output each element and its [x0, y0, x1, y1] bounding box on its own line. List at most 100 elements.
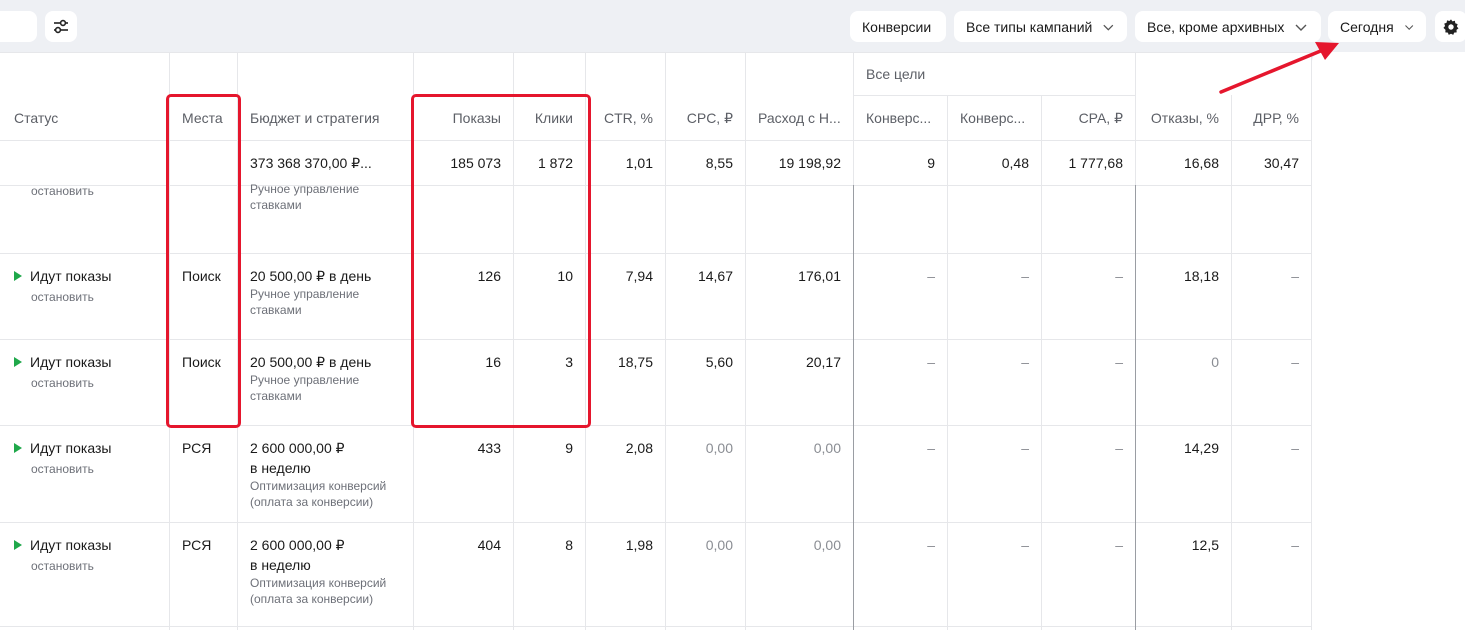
toolbar: Конверсии Все типы кампаний Все, кроме а…: [0, 0, 1465, 52]
column-header-clicks[interactable]: Клики: [534, 110, 573, 126]
conversions-cell: –: [927, 537, 935, 553]
cpc-cell: 0,00: [705, 440, 733, 456]
spend-cell: 0,00: [813, 440, 841, 456]
stop-link[interactable]: остановить: [31, 462, 94, 476]
chevron-down-icon: [1404, 24, 1413, 30]
stop-link[interactable]: остановить: [31, 290, 94, 304]
column-header-status[interactable]: Статус: [14, 110, 59, 126]
campaigns-table: Все цели Статус Места Бюджет и стратегия…: [0, 52, 1312, 630]
stop-link[interactable]: остановить: [31, 376, 94, 390]
totals-ctr: 1,01: [625, 155, 653, 171]
totals-budget: 373 368 370,00 ₽...: [250, 155, 372, 171]
date-label: Сегодня: [1340, 18, 1394, 35]
column-header-ctr[interactable]: CTR, %: [604, 110, 653, 126]
totals-impressions: 185 073: [450, 155, 501, 171]
archive-filter-label: Все, кроме архивных: [1147, 18, 1285, 35]
stop-link[interactable]: остановить: [31, 184, 94, 198]
clicks-cell: 8: [565, 537, 573, 553]
strategy-text: Ручное управление ставками: [250, 372, 359, 404]
spend-cell: 176,01: [798, 268, 841, 284]
play-icon: [14, 357, 22, 368]
ctr-cell: 18,75: [617, 354, 653, 370]
totals-clicks: 1 872: [537, 155, 573, 171]
clicks-cell: 3: [565, 354, 573, 370]
drr-cell: –: [1291, 354, 1299, 370]
ctr-cell: 7,94: [625, 268, 653, 284]
strategy-line: ставками: [250, 389, 302, 403]
totals-cpa: 1 777,68: [1068, 155, 1124, 171]
chevron-down-icon: [1295, 24, 1307, 31]
impressions-clicks-highlight-box: [411, 94, 591, 428]
status-text: Идут показы: [30, 268, 112, 284]
impressions-cell: 16: [485, 354, 501, 370]
totals-drr: 30,47: [1263, 155, 1299, 171]
conversion-rate-cell: –: [1021, 354, 1029, 370]
strategy-text: Ручное управление ставками: [250, 286, 359, 318]
totals-cpc: 8,55: [705, 155, 733, 171]
strategy-line: Ручное управление: [250, 373, 360, 387]
search-input[interactable]: [0, 11, 37, 42]
cpa-cell: –: [1115, 354, 1123, 370]
campaign-types-dropdown[interactable]: Все типы кампаний: [954, 11, 1127, 42]
stop-link[interactable]: остановить: [31, 559, 94, 573]
clicks-cell: 9: [565, 440, 573, 456]
column-header-spend[interactable]: Расход с Н...: [758, 110, 841, 126]
chevron-down-icon: [1103, 24, 1114, 31]
places-cell: РСЯ: [182, 440, 212, 456]
drr-cell: –: [1291, 537, 1299, 553]
budget-cell[interactable]: 20 500,00 ₽ в день: [250, 268, 372, 284]
impressions-cell: 126: [477, 268, 501, 284]
budget-cell[interactable]: 2 600 000,00 ₽: [250, 440, 345, 456]
settings-button[interactable]: [1435, 11, 1465, 42]
strategy-text: Ручное управление ставками: [250, 181, 359, 213]
conversions-button[interactable]: Конверсии: [850, 11, 946, 42]
sliders-icon: [54, 19, 68, 33]
budget-period: в неделю: [250, 460, 311, 476]
ctr-cell: 2,08: [625, 440, 653, 456]
status-text: Идут показы: [30, 354, 112, 370]
status-cell: Идут показы: [14, 537, 111, 553]
column-header-cpc[interactable]: CPC, ₽: [686, 110, 733, 126]
cpc-cell: 0,00: [705, 537, 733, 553]
clicks-cell: 10: [557, 268, 573, 284]
conversions-label: Конверсии: [862, 18, 932, 35]
column-header-bounces[interactable]: Отказы, %: [1150, 110, 1219, 126]
strategy-line: Ручное управление: [250, 182, 360, 196]
cpa-cell: –: [1115, 268, 1123, 284]
status-text: Идут показы: [30, 440, 112, 456]
budget-cell[interactable]: 20 500,00 ₽ в день: [250, 354, 372, 370]
bounces-cell: 12,5: [1191, 537, 1219, 553]
strategy-line: Оптимизация конверсий: [250, 576, 387, 590]
impressions-cell: 433: [477, 440, 501, 456]
column-header-places[interactable]: Места: [182, 110, 223, 126]
totals-conversion-rate: 0,48: [1001, 155, 1029, 171]
column-header-budget[interactable]: Бюджет и стратегия: [250, 110, 380, 126]
filter-settings-button[interactable]: [45, 11, 77, 42]
drr-cell: –: [1291, 268, 1299, 284]
column-header-conversions[interactable]: Конверс...: [866, 110, 932, 126]
column-header-conversion-rate[interactable]: Конверс...: [960, 110, 1026, 126]
column-header-impressions[interactable]: Показы: [452, 110, 501, 126]
places-cell: РСЯ: [182, 537, 212, 553]
archive-filter-dropdown[interactable]: Все, кроме архивных: [1135, 11, 1321, 42]
status-cell: Идут показы: [14, 440, 111, 456]
impressions-cell: 404: [477, 537, 501, 553]
date-range-dropdown[interactable]: Сегодня: [1328, 11, 1426, 42]
status-cell: Идут показы: [14, 268, 111, 284]
places-cell: Поиск: [182, 354, 221, 370]
strategy-line: ставками: [250, 303, 302, 317]
cpa-cell: –: [1115, 440, 1123, 456]
strategy-text: Оптимизация конверсий (оплата за конверс…: [250, 575, 386, 607]
conversion-rate-cell: –: [1021, 537, 1029, 553]
gear-icon: [1443, 18, 1459, 35]
goals-group-header: Все цели: [866, 66, 926, 82]
strategy-line: Ручное управление: [250, 287, 360, 301]
column-header-cpa[interactable]: CPA, ₽: [1078, 110, 1123, 126]
status-text: Идут показы: [30, 537, 112, 553]
bounces-cell: 14,29: [1183, 440, 1219, 456]
column-header-drr[interactable]: ДРР, %: [1253, 110, 1299, 126]
cpc-cell: 5,60: [705, 354, 733, 370]
conversions-cell: –: [927, 440, 935, 456]
budget-cell[interactable]: 2 600 000,00 ₽: [250, 537, 345, 553]
right-side-panel: [1312, 52, 1465, 630]
